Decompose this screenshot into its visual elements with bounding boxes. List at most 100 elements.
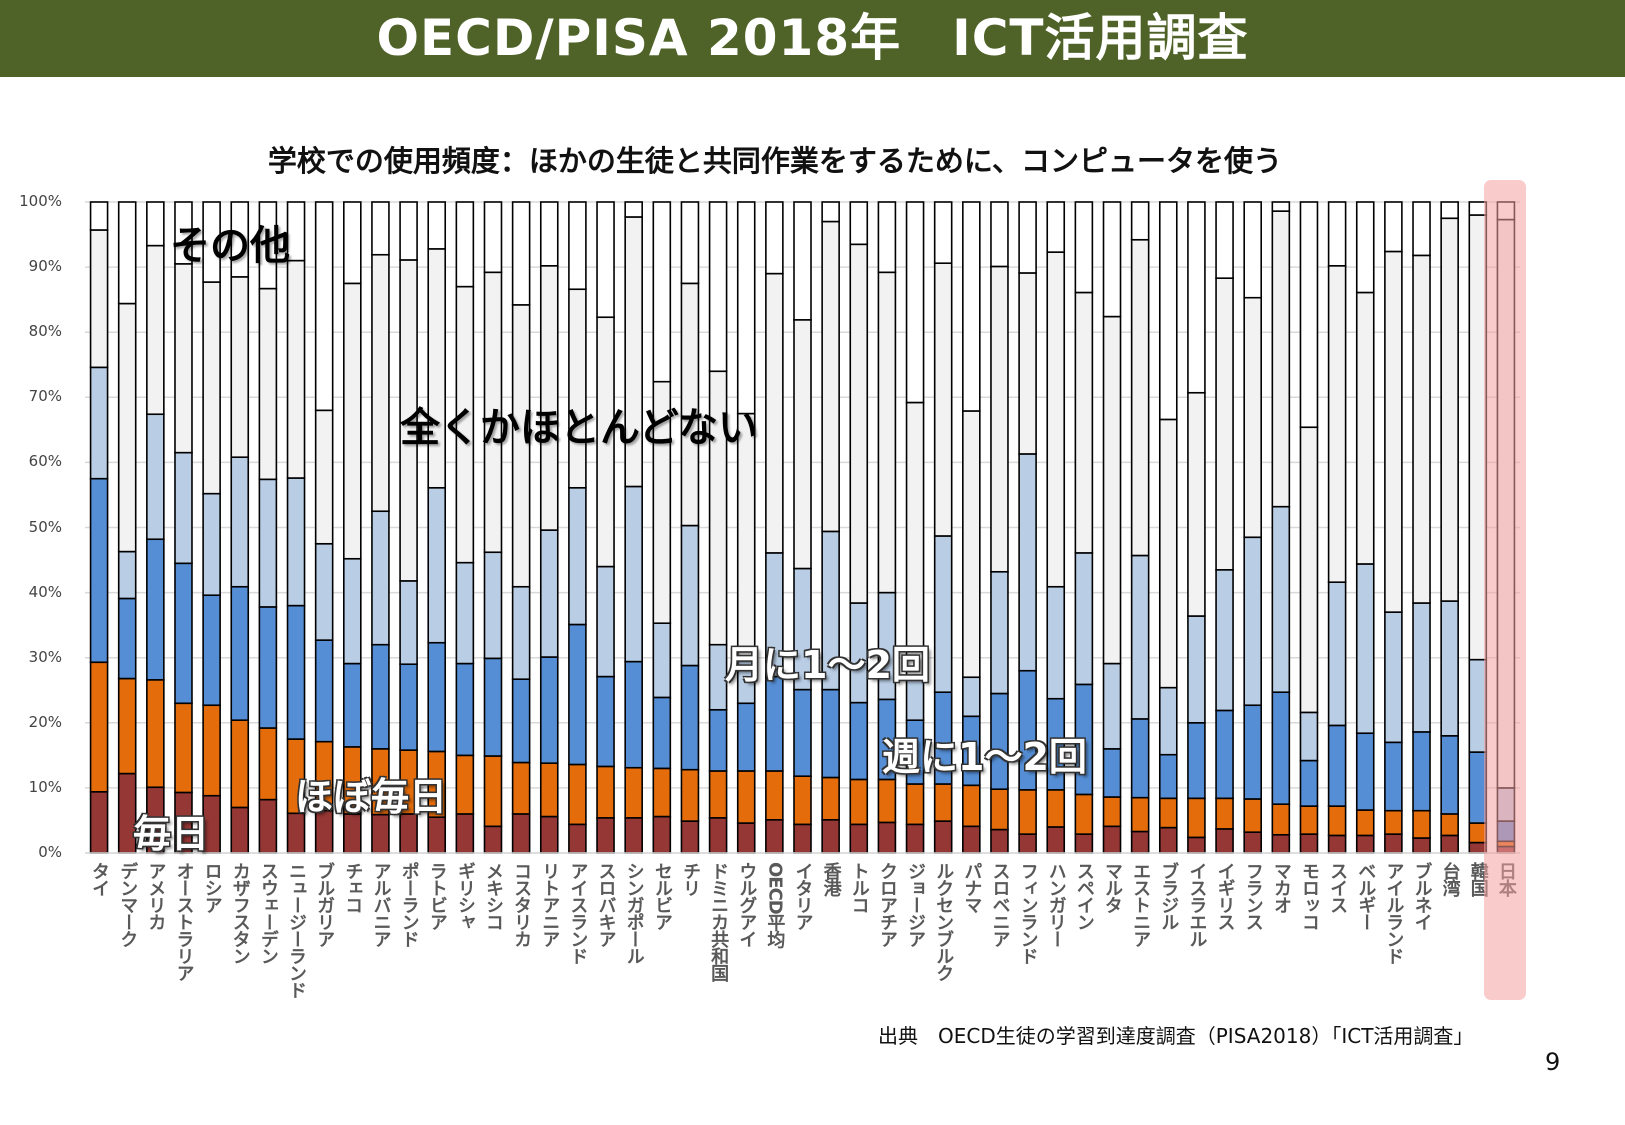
bar-segment-2 (596, 675, 615, 768)
bar-segment-0 (1130, 830, 1150, 854)
x-tick-label: カザフスタン (229, 862, 251, 964)
bar-segment-0 (821, 818, 840, 854)
x-tick-label: 台湾 (1439, 862, 1461, 896)
bar-segment-3 (146, 413, 165, 541)
bar-segment-3 (1187, 615, 1206, 724)
bar-segment-0 (933, 820, 953, 854)
x-tick-label: スロベニア (989, 862, 1011, 947)
x-tick-label: ブラジル (1158, 862, 1180, 930)
x-tick-label: アルバニア (370, 862, 392, 947)
x-tick-label: ポーランド (398, 862, 420, 947)
bar-segment-3 (371, 510, 390, 646)
source-note: 出典 OECD生徒の学習到達度調査（PISA2018）「ICT活用調査」 (878, 1024, 1474, 1048)
bar-segment-4 (793, 319, 812, 570)
bar-segment-5 (202, 201, 221, 283)
bar-segment-1 (258, 727, 278, 801)
bar-segment-2 (455, 662, 475, 757)
bar-segment-1 (1158, 797, 1178, 829)
bar-segment-5 (343, 201, 362, 285)
bar-segment-4 (89, 229, 109, 369)
bar-segment-3 (596, 565, 615, 678)
bar-segment-4 (933, 262, 953, 537)
bar-segment-5 (1187, 201, 1206, 394)
x-tick-label: セルビア (651, 862, 673, 930)
bar-segment-4 (990, 265, 1009, 573)
bar-segment-4 (962, 410, 981, 679)
x-tick-label: シンガポール (623, 862, 645, 964)
bar-segment-3 (539, 529, 559, 658)
bar-segment-3 (990, 570, 1009, 695)
bar-segment-4 (1187, 391, 1206, 617)
bar-segment-0 (624, 817, 643, 854)
bar-segment-4 (1440, 217, 1459, 602)
x-tick-label: ウルグアイ (736, 862, 758, 947)
bar-segment-2 (1327, 724, 1347, 807)
bar-segment-0 (1074, 833, 1094, 854)
bar-segment-5 (1074, 201, 1094, 294)
x-tick-label: フランス (1242, 862, 1264, 930)
bar-segment-3 (258, 478, 278, 608)
bar-segment-1 (990, 788, 1009, 831)
bar-segment-4 (568, 288, 587, 489)
bar-segment-5 (1271, 201, 1291, 212)
bar-segment-3 (962, 676, 981, 718)
x-tick-label: クロアチア (876, 862, 898, 947)
bar-segment-4 (258, 287, 278, 481)
bar-segment-0 (511, 813, 531, 854)
x-tick-label: イスラエル (1186, 862, 1208, 947)
series-label-other: その他 (170, 223, 290, 269)
page-title: OECD/PISA 2018年 ICT活用調査 (376, 9, 1249, 67)
bar-segment-1 (849, 778, 869, 826)
bar-segment-4 (765, 272, 784, 554)
bar-segment-2 (314, 639, 334, 743)
series-label-weekly: 週に1～2回 (882, 735, 1087, 779)
bar-segment-4 (230, 276, 250, 458)
bar-segment-5 (1102, 201, 1122, 318)
bar-segment-1 (455, 754, 475, 815)
bar-segment-2 (849, 701, 869, 781)
bar-segment-5 (708, 201, 728, 373)
bar-segment-4 (1327, 264, 1347, 583)
bar-segment-2 (202, 594, 221, 707)
bar-segment-3 (568, 486, 587, 626)
bar-segment-1 (652, 767, 672, 818)
x-tick-label: マルタ (1102, 862, 1123, 913)
bar-segment-4 (1355, 291, 1375, 565)
bar-segment-0 (539, 815, 559, 854)
japan-highlight (1484, 180, 1526, 1000)
x-tick-label: コスタリカ (511, 862, 533, 947)
x-tick-label: モロッコ (1298, 862, 1320, 930)
x-tick-label: ベルギー (1355, 862, 1377, 930)
bar-segment-0 (1412, 837, 1431, 854)
y-tick-label: 80% (28, 322, 62, 341)
bar-segment-3 (89, 366, 109, 480)
bar-segment-2 (652, 696, 672, 770)
bar-segment-3 (174, 451, 193, 565)
bar-segment-2 (399, 663, 418, 751)
x-tick-label: アイルランド (1383, 862, 1405, 964)
bar-segment-1 (765, 770, 784, 821)
bar-segment-3 (343, 557, 362, 665)
bar-segment-1 (1355, 809, 1375, 837)
bar-segment-1 (1384, 809, 1403, 835)
x-tick-label: ブルガリア (314, 862, 336, 947)
y-tick-label: 50% (28, 517, 62, 536)
bar-segment-3 (483, 551, 503, 660)
bar-segment-1 (680, 768, 700, 822)
chart-title: 学校での使用頻度：ほかの生徒と共同作業をするために、コンピュータを使う (267, 144, 1283, 178)
bar-segment-5 (89, 201, 109, 231)
x-tick-label: トルコ (848, 862, 870, 913)
bar-segment-3 (1102, 662, 1122, 750)
x-tick-label: ブルネイ (1411, 862, 1433, 930)
y-tick-label: 40% (28, 582, 62, 601)
bar-segment-1 (1215, 797, 1234, 830)
bar-segment-1 (1412, 809, 1431, 839)
bar-segment-3 (230, 456, 250, 588)
bar-segment-0 (483, 825, 503, 854)
bar-segment-4 (1130, 238, 1150, 557)
x-tick-label: スイス (1327, 862, 1349, 913)
y-tick-label: 70% (28, 387, 62, 406)
x-tick-label: パナマ (961, 862, 983, 913)
bar-segment-5 (1215, 201, 1234, 279)
x-tick-label: メキシコ (482, 862, 504, 930)
